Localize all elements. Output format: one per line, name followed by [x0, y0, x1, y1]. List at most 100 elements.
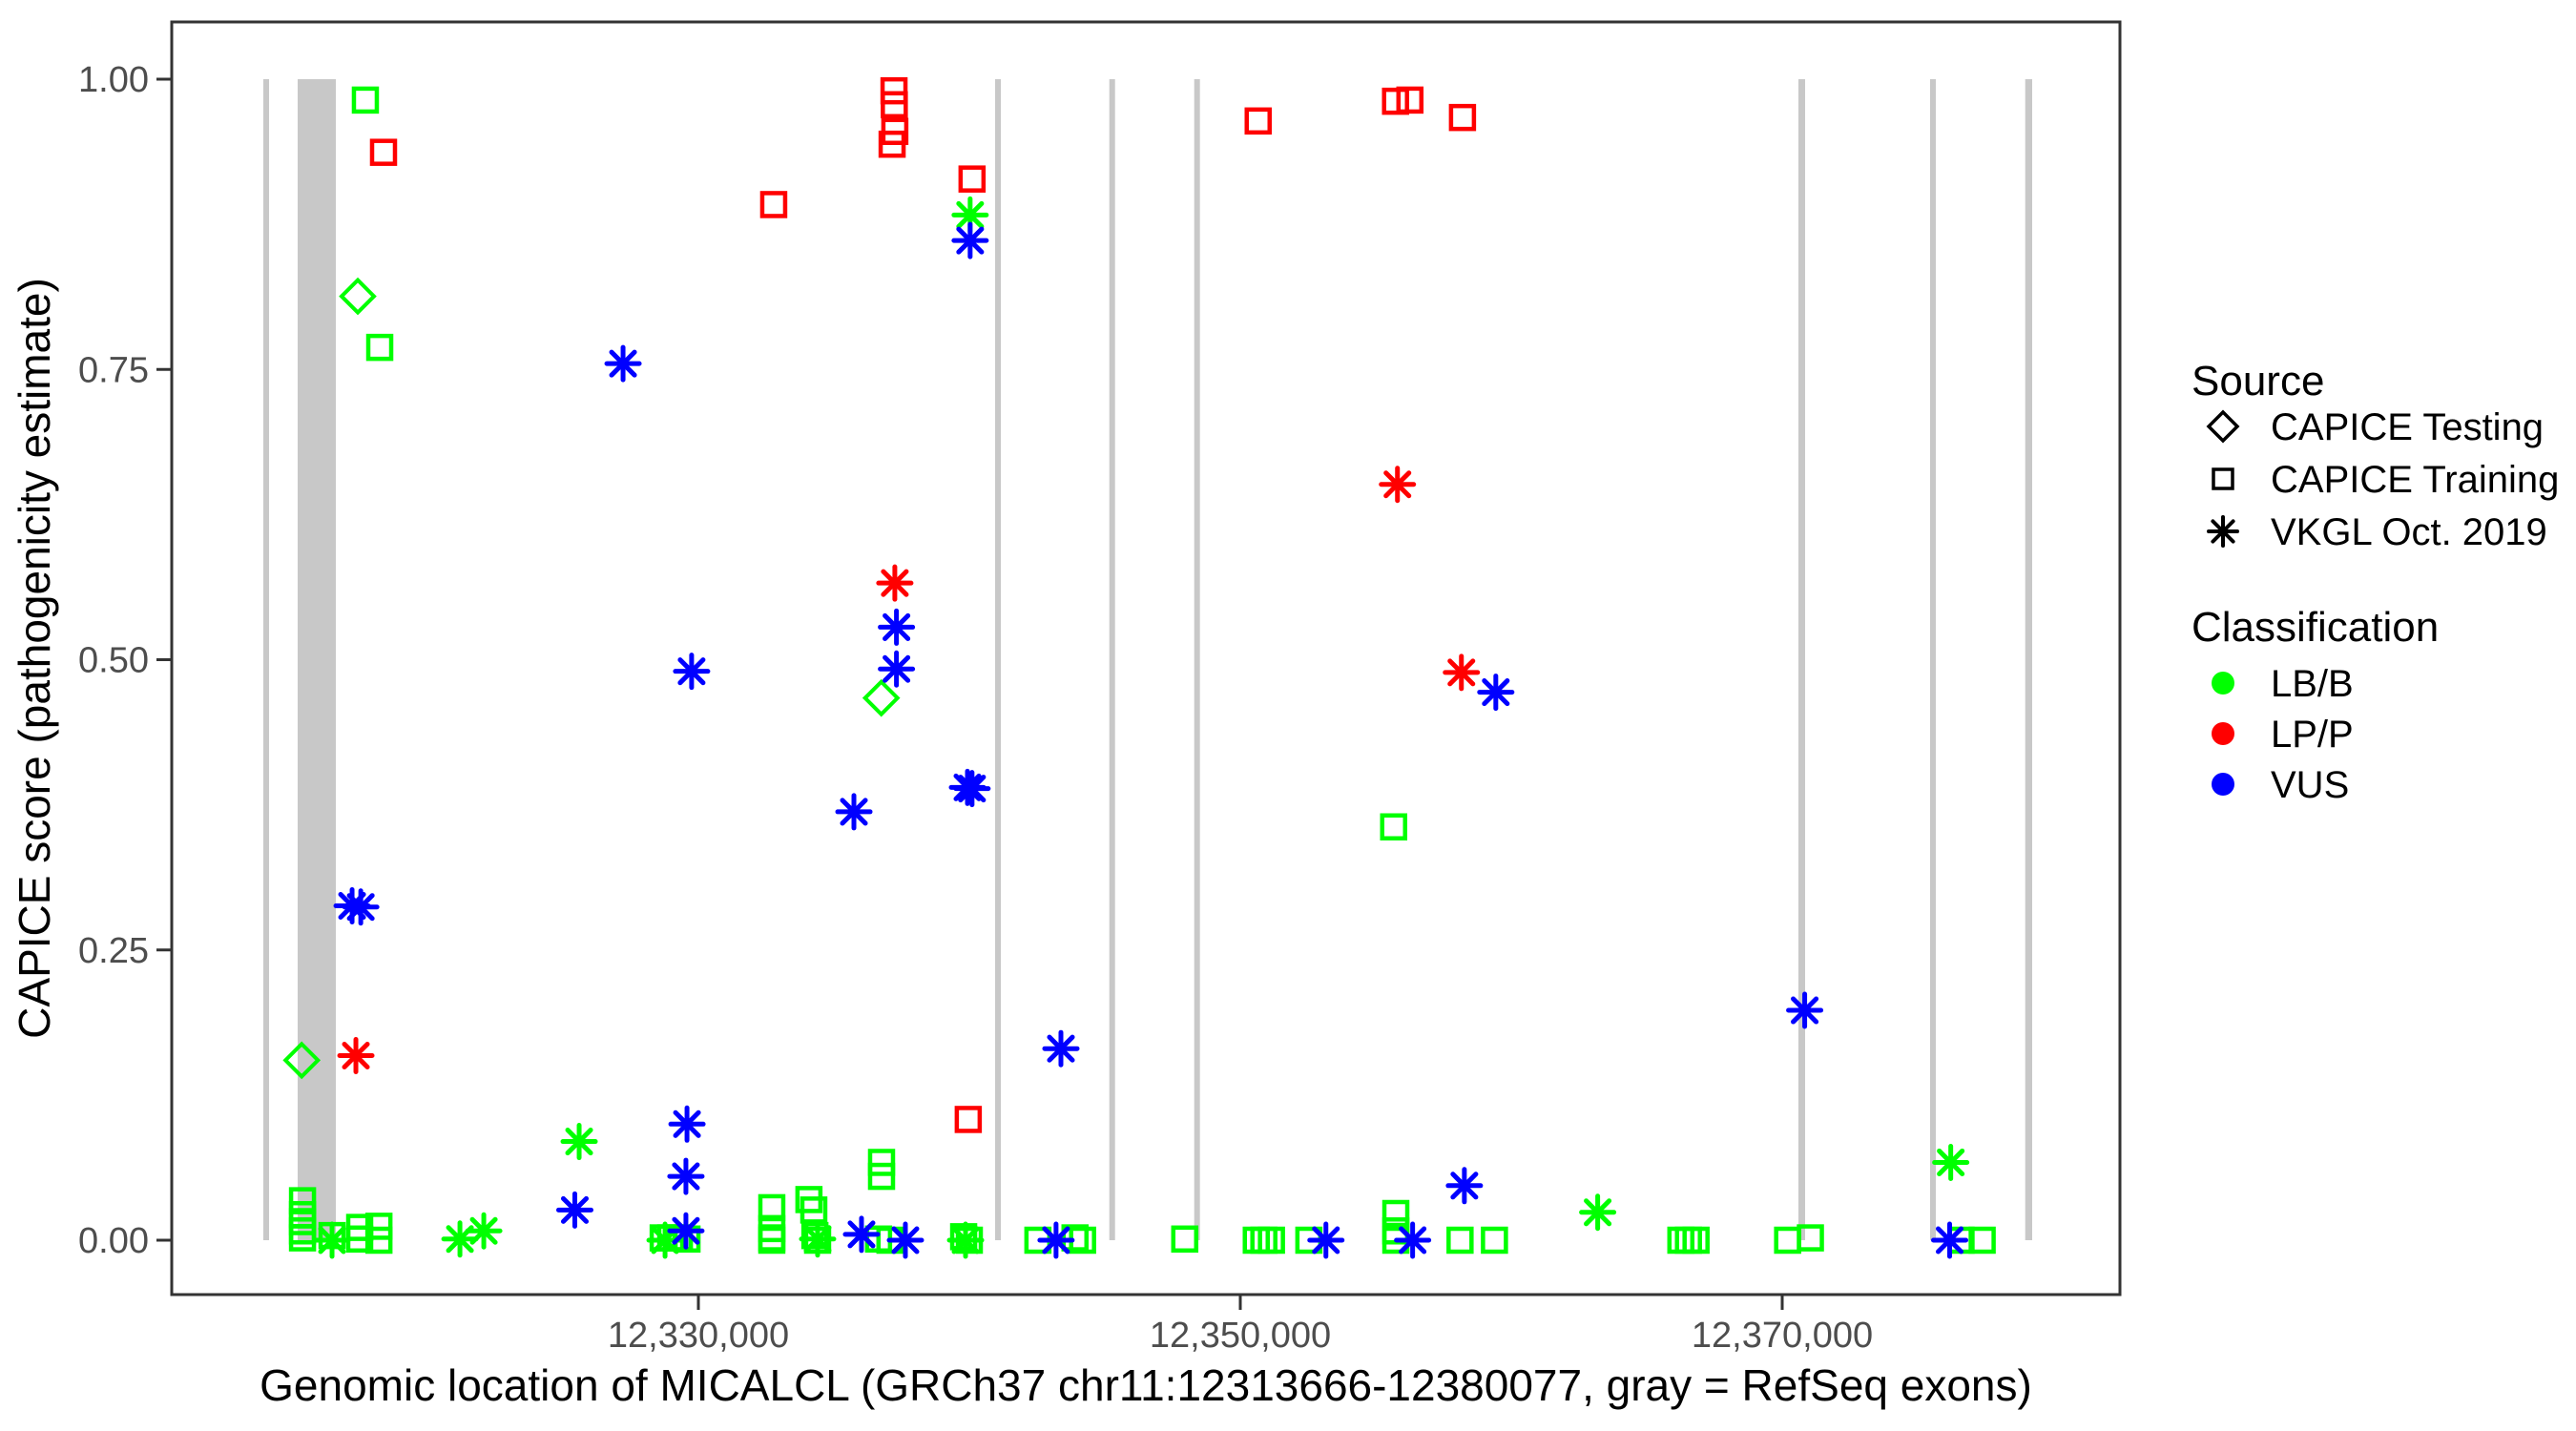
data-point-square — [880, 76, 908, 105]
data-point-asterisk — [1394, 1221, 1432, 1259]
data-point-diamond — [2206, 409, 2240, 444]
data-point-square — [1381, 87, 1409, 115]
data-point-square — [800, 1221, 829, 1250]
data-point-asterisk — [1445, 1167, 1484, 1205]
data-point-asterisk — [1579, 1193, 1617, 1232]
data-point-diamond — [282, 1041, 322, 1080]
legend-classification-dot — [2212, 672, 2234, 695]
data-point-asterisk — [886, 1221, 924, 1259]
y-tick-label: 0.25 — [78, 931, 149, 971]
data-point-asterisk — [2207, 515, 2239, 548]
data-point-diamond — [862, 678, 901, 717]
legend-classification-dot — [2212, 722, 2234, 745]
legend-classification-items: LB/B LP/P VUS — [2212, 663, 2354, 806]
data-point-square — [1481, 1226, 1508, 1255]
data-point-square — [954, 1106, 983, 1133]
exon-bar — [263, 79, 270, 1240]
legend-classification-title: Classification — [2192, 604, 2439, 651]
data-point-asterisk — [1307, 1221, 1345, 1259]
y-tick-label: 0.00 — [78, 1221, 149, 1261]
data-point-square — [1171, 1225, 1199, 1254]
legend-classification-dot — [2212, 773, 2234, 796]
data-point-asterisk — [878, 650, 916, 688]
data-point-square — [759, 191, 788, 218]
x-axis-ticks: 12,330,000 12,350,000 12,370,000 — [608, 1295, 1873, 1356]
data-points — [282, 76, 1996, 1259]
data-point-asterisk — [799, 1220, 837, 1258]
data-point-asterisk — [1477, 674, 1515, 712]
data-point-asterisk — [951, 196, 989, 234]
data-point-square — [369, 138, 398, 166]
data-point-square — [1244, 107, 1272, 135]
data-point-asterisk — [1042, 1029, 1080, 1068]
legend-source-item-label: CAPICE Training — [2271, 459, 2559, 501]
data-point-square — [1968, 1226, 1996, 1255]
legend-classification-item-label: VUS — [2271, 764, 2349, 806]
data-point-asterisk — [465, 1212, 503, 1250]
data-point-asterisk — [342, 888, 380, 926]
data-point-square — [800, 1196, 828, 1224]
data-point-square — [1380, 813, 1407, 840]
data-point-asterisk — [835, 793, 873, 831]
data-point-square — [1257, 1226, 1285, 1255]
data-point-square — [758, 1226, 786, 1255]
data-point-asterisk — [673, 653, 711, 691]
data-point-square — [1381, 1199, 1410, 1228]
data-point-asterisk — [951, 221, 989, 259]
x-tick-label: 12,330,000 — [608, 1316, 789, 1356]
exon-bar — [1194, 79, 1200, 1240]
legend: Source CAPICE Testing CAPICE Training VKGL… — [2192, 358, 2559, 806]
legend-classification-item-label: LP/P — [2271, 714, 2354, 756]
panel-background — [172, 22, 2120, 1295]
x-tick-label: 12,350,000 — [1150, 1316, 1331, 1356]
y-tick-label: 1.00 — [78, 60, 149, 100]
data-point-square — [351, 86, 380, 114]
data-point-square — [1682, 1226, 1710, 1255]
legend-classification-item-label: LB/B — [2271, 663, 2354, 705]
legend-source-item-label: VKGL Oct. 2019 — [2271, 511, 2547, 553]
y-axis-title: CAPICE score (pathogenicity estimate) — [10, 278, 59, 1039]
data-point-square — [958, 165, 987, 193]
y-tick-label: 0.75 — [78, 350, 149, 390]
data-point-square — [867, 1162, 896, 1191]
data-point-asterisk — [441, 1220, 479, 1258]
exon-bar — [1798, 79, 1805, 1240]
data-point-asterisk — [876, 564, 914, 602]
data-point-asterisk — [313, 1221, 351, 1259]
exon-bar — [1930, 79, 1937, 1240]
y-axis-ticks: 0.00 0.25 0.50 0.75 1.00 — [78, 60, 172, 1261]
data-point-square — [1797, 1224, 1824, 1252]
data-point-asterisk — [337, 1036, 375, 1074]
data-point-asterisk — [946, 1221, 985, 1259]
data-point-asterisk — [604, 344, 642, 383]
data-point-asterisk — [668, 1105, 706, 1143]
data-point-asterisk — [667, 1157, 705, 1195]
data-point-asterisk — [1037, 1221, 1075, 1259]
y-tick-label: 0.50 — [78, 641, 149, 681]
legend-source-title: Source — [2192, 358, 2324, 404]
data-point-square — [364, 1213, 393, 1240]
exon-bar — [2025, 79, 2032, 1240]
data-point-square — [1446, 1226, 1474, 1255]
x-tick-label: 12,370,000 — [1692, 1316, 1873, 1356]
data-point-square — [365, 333, 394, 362]
data-point-square — [288, 1224, 317, 1252]
data-point-square — [1396, 86, 1424, 114]
exon-bar — [994, 79, 1002, 1240]
data-point-square — [867, 1149, 896, 1176]
data-point-diamond — [339, 277, 377, 316]
data-point-asterisk — [1443, 653, 1481, 692]
legend-source-items: CAPICE Testing CAPICE Training VKGL Oct. 2… — [2206, 406, 2559, 553]
data-point-asterisk — [842, 1215, 881, 1254]
data-point-square — [881, 91, 908, 119]
data-point-asterisk — [560, 1123, 598, 1161]
exon-bar — [1109, 79, 1115, 1240]
x-axis-title: Genomic location of MICALCL (GRCh37 chr1… — [260, 1360, 2032, 1410]
legend-source-item-label: CAPICE Testing — [2271, 406, 2544, 448]
data-point-asterisk — [953, 770, 991, 808]
data-point-asterisk — [667, 1212, 705, 1250]
data-point-asterisk — [878, 608, 916, 646]
data-point-square — [1448, 103, 1477, 132]
